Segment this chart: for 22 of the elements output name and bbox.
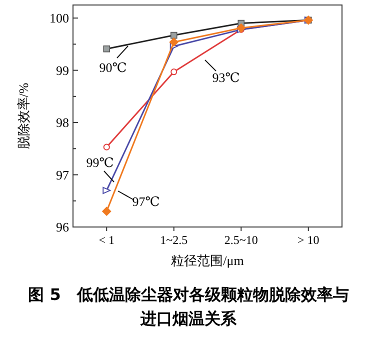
- x-tick-label: < 1: [98, 233, 115, 247]
- y-axis-title: 脱除效率/%: [16, 82, 31, 150]
- point: [236, 23, 246, 32]
- x-tick-label: 2.5~10: [224, 233, 258, 247]
- series-label: 90℃: [99, 60, 127, 75]
- y-tick-label: 100: [50, 10, 69, 26]
- x-tick-label: 1~2.5: [160, 233, 188, 247]
- y-tick-label: 96: [56, 220, 70, 235]
- y-tick-label: 99: [56, 62, 69, 78]
- point: [102, 186, 111, 194]
- y-tick-label: 98: [56, 115, 69, 130]
- series-label: 99℃: [86, 155, 114, 170]
- point: [102, 206, 112, 216]
- point: [169, 38, 178, 47]
- series-label: 93℃: [212, 70, 240, 85]
- x-axis-title: 粒径范围/μm: [171, 253, 244, 268]
- point: [170, 68, 178, 76]
- x-tick-label: > 10: [297, 233, 320, 247]
- point: [103, 144, 110, 150]
- series-label: 97℃: [132, 194, 160, 209]
- y-tick-label: 97: [56, 167, 70, 182]
- text: 图 5 低低温除尘器对各级颗粒物脱除效率与进口烟温关系: [28, 285, 349, 328]
